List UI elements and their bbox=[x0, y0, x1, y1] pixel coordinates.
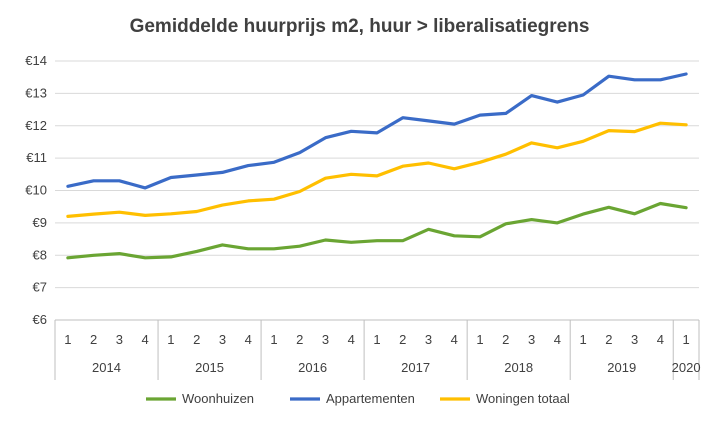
x-tick-label: 2 bbox=[90, 332, 97, 347]
x-tick-label: 1 bbox=[64, 332, 71, 347]
year-label: 2019 bbox=[607, 360, 636, 375]
y-tick-label: €12 bbox=[25, 118, 47, 133]
x-tick-label: 1 bbox=[373, 332, 380, 347]
chart-title: Gemiddelde huurprijs m2, huur > liberali… bbox=[129, 16, 590, 37]
legend-label: Appartementen bbox=[326, 391, 415, 406]
x-tick-label: 3 bbox=[528, 332, 535, 347]
series-line-appartementen bbox=[66, 72, 688, 190]
x-tick-label: 2 bbox=[296, 332, 303, 347]
y-tick-label: €11 bbox=[26, 150, 47, 165]
x-tick-label: 3 bbox=[425, 332, 432, 347]
y-tick-label: €13 bbox=[25, 85, 47, 100]
series-line-woningen-totaal bbox=[66, 121, 688, 218]
legend-label: Woonhuizen bbox=[182, 391, 254, 406]
year-label: 2015 bbox=[195, 360, 224, 375]
series-line-woonhuizen bbox=[66, 201, 688, 260]
x-tick-label: 1 bbox=[579, 332, 586, 347]
x-tick-label: 4 bbox=[142, 332, 149, 347]
x-tick-label: 2 bbox=[193, 332, 200, 347]
x-tick-label: 4 bbox=[554, 332, 561, 347]
x-tick-label: 1 bbox=[683, 332, 690, 347]
x-tick-label: 4 bbox=[348, 332, 355, 347]
x-tick-label: 2 bbox=[605, 332, 612, 347]
year-label: 2020 bbox=[672, 360, 701, 375]
x-tick-label: 3 bbox=[322, 332, 329, 347]
x-tick-label: 3 bbox=[116, 332, 123, 347]
x-tick-label: 4 bbox=[451, 332, 458, 347]
y-tick-label: €14 bbox=[25, 53, 47, 68]
x-tick-label: 4 bbox=[245, 332, 252, 347]
x-tick-label: 2 bbox=[399, 332, 406, 347]
y-tick-label: €8 bbox=[33, 247, 47, 262]
y-tick-label: €7 bbox=[33, 280, 47, 295]
y-tick-label: €10 bbox=[25, 183, 47, 198]
x-tick-label: 1 bbox=[270, 332, 277, 347]
y-tick-label: €6 bbox=[33, 312, 47, 327]
x-tick-label: 2 bbox=[502, 332, 509, 347]
x-tick-label: 3 bbox=[631, 332, 638, 347]
year-label: 2014 bbox=[92, 360, 121, 375]
x-tick-label: 4 bbox=[657, 332, 664, 347]
x-tick-label: 3 bbox=[219, 332, 226, 347]
year-label: 2018 bbox=[504, 360, 533, 375]
y-tick-label: €9 bbox=[33, 215, 47, 230]
year-label: 2017 bbox=[401, 360, 430, 375]
year-label: 2016 bbox=[298, 360, 327, 375]
legend-label: Woningen totaal bbox=[476, 391, 570, 406]
x-tick-label: 1 bbox=[167, 332, 174, 347]
x-tick-label: 1 bbox=[476, 332, 483, 347]
